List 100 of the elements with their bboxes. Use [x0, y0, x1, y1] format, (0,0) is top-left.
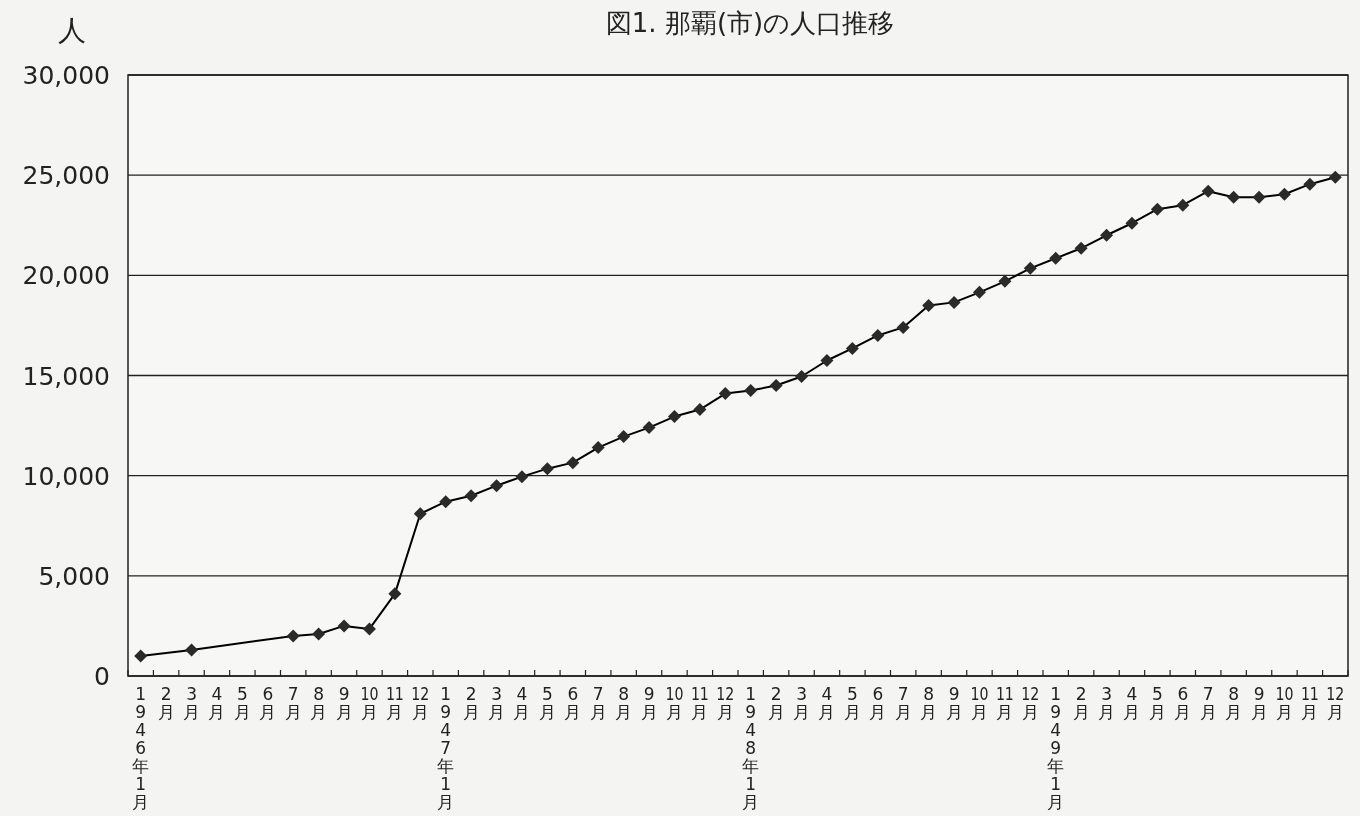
y-tick-label: 20,000 [22, 261, 110, 291]
point [820, 353, 834, 367]
x-tick-label: 10月 [665, 684, 688, 722]
point [617, 430, 631, 444]
x-tick-label: 3月 [183, 684, 201, 722]
point [362, 622, 376, 636]
y-tick-label: 15,000 [22, 361, 110, 391]
point [1176, 198, 1190, 212]
y-tick-label: 0 [94, 662, 110, 691]
point [286, 629, 300, 643]
x-tick-label: 9月 [335, 684, 353, 722]
x-tick-label: 3月 [488, 684, 506, 722]
x-tick-label: 2月 [767, 684, 785, 722]
point [718, 387, 732, 401]
y-tick-label: 25,000 [22, 161, 110, 191]
point [1074, 241, 1088, 255]
x-tick-label: 4月 [818, 684, 836, 722]
x-tick-label: 4月 [208, 684, 226, 722]
point [540, 462, 554, 476]
x-tick-label: 7月 [589, 684, 607, 722]
point [744, 384, 758, 398]
point [439, 495, 453, 509]
point [642, 421, 656, 435]
x-tick-label: 10月 [970, 684, 993, 722]
point [1328, 170, 1342, 184]
x-tick-label: 10月 [360, 684, 383, 722]
x-tick-label: 12月 [1021, 684, 1043, 722]
point [185, 643, 199, 657]
y-tick-label: 10,000 [22, 461, 110, 491]
point [795, 370, 809, 383]
point [1100, 228, 1114, 242]
x-tick-label: 3月 [793, 684, 811, 722]
chart-title: 図1. 那覇(市)の人口推移 [605, 8, 895, 38]
x-tick-label: 5月 [538, 684, 556, 722]
x-tick-label: 2月 [1072, 684, 1090, 722]
x-tick-label: 1948年1月 [742, 684, 760, 812]
x-tick-label: 7月 [894, 684, 912, 722]
point [947, 295, 961, 309]
point [337, 619, 351, 633]
x-tick-label: 9月 [640, 684, 658, 722]
point [413, 507, 427, 521]
y-tick-label: 5,000 [38, 561, 110, 591]
point [972, 285, 986, 299]
x-tick-label: 9月 [1250, 684, 1268, 722]
point [769, 379, 783, 393]
point [312, 627, 326, 641]
x-tick-label: 1947年1月 [437, 684, 455, 812]
x-tick-label: 8月 [1225, 684, 1243, 722]
x-tick-label: 6月 [1174, 684, 1192, 722]
point [388, 587, 402, 601]
x-tick-label: 9月 [945, 684, 963, 722]
x-tick-label: 5月 [233, 684, 251, 722]
y-tick-label: 30,000 [22, 61, 110, 90]
point [134, 649, 148, 663]
x-tick-label: 12月 [411, 684, 433, 722]
x-tick-label: 8月 [310, 684, 328, 722]
x-tick-label: 11月 [385, 684, 408, 722]
x-tick-label: 7月 [1199, 684, 1217, 722]
x-tick-label: 12月 [716, 684, 738, 722]
x-tick-label: 11月 [1300, 684, 1323, 722]
x-tick-label: 1949年1月 [1047, 684, 1065, 812]
y-axis-title: 人 [58, 14, 86, 47]
x-tick-label: 7月 [284, 684, 302, 722]
x-tick-label: 4月 [513, 684, 531, 722]
point [1227, 190, 1241, 204]
point [667, 410, 681, 424]
point [871, 328, 885, 342]
x-tick-label: 6月 [259, 684, 277, 722]
x-tick-label: 4月 [1123, 684, 1141, 722]
x-tick-label: 1946年1月 [132, 684, 150, 812]
x-tick-label: 6月 [564, 684, 582, 722]
point [1150, 202, 1164, 216]
x-tick-label: 5月 [843, 684, 861, 722]
x-tick-label: 8月 [920, 684, 938, 722]
point [1303, 177, 1317, 191]
point [693, 403, 707, 417]
x-tick-label: 2月 [462, 684, 480, 722]
point [490, 479, 504, 493]
point [845, 341, 859, 355]
x-tick-label: 8月 [615, 684, 633, 722]
point [1125, 216, 1139, 230]
point [998, 274, 1012, 288]
x-tick-label: 2月 [157, 684, 175, 722]
x-tick-label: 12月 [1326, 684, 1348, 722]
point [515, 470, 529, 484]
point [1023, 261, 1037, 275]
point [1277, 187, 1291, 201]
x-tick-label: 5月 [1148, 684, 1166, 722]
x-tick-label: 3月 [1098, 684, 1116, 722]
x-tick-label: 11月 [995, 684, 1018, 722]
x-tick-label: 10月 [1275, 684, 1298, 722]
x-tick-label: 11月 [690, 684, 713, 722]
point [1252, 190, 1266, 204]
point [566, 456, 580, 470]
point [922, 298, 936, 312]
point [591, 441, 605, 455]
point [896, 320, 910, 334]
point [1201, 184, 1215, 198]
point [1049, 251, 1063, 265]
point [464, 489, 478, 503]
